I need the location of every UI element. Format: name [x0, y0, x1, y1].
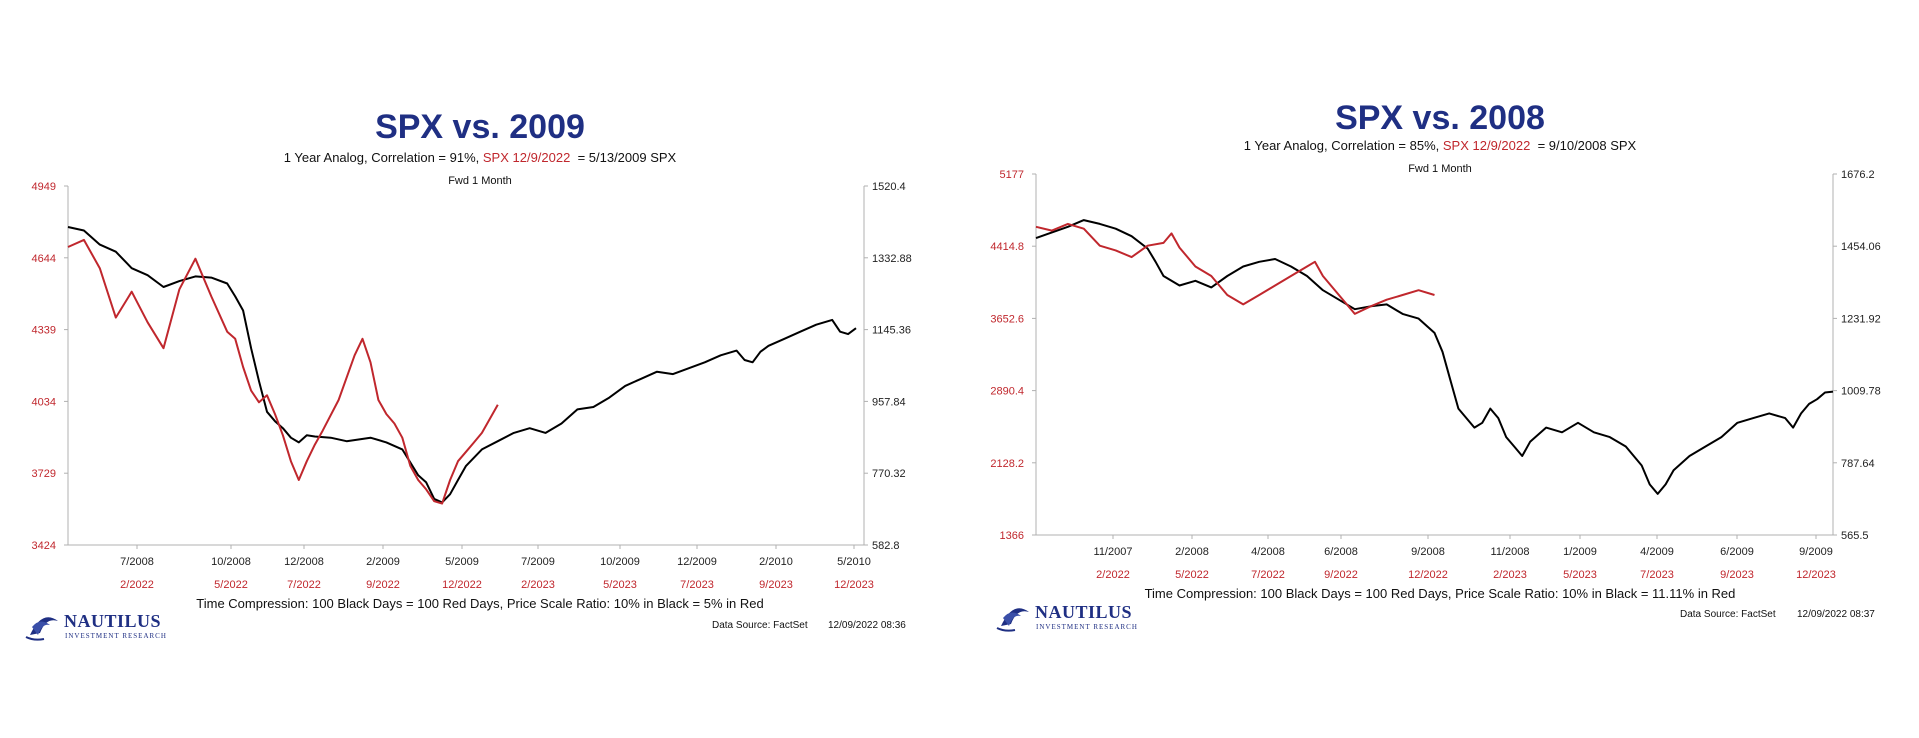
x-tick-label-black: 12/2008	[284, 556, 324, 568]
y-tick-label-right: 1231.92	[1841, 313, 1881, 325]
y-tick-label-right: 787.64	[1841, 458, 1875, 470]
x-tick-label-red: 9/2022	[366, 579, 400, 591]
nautilus-logo: NAUTILUS INVESTMENT RESEARCH	[993, 596, 1143, 636]
y-tick-label-left: 4949	[32, 181, 56, 193]
y-tick-label-right: 770.32	[872, 468, 906, 480]
x-tick-label-red: 2/2023	[521, 579, 555, 591]
x-tick-label-red: 5/2022	[1175, 569, 1209, 581]
x-tick-label-red: 12/2023	[1796, 569, 1836, 581]
x-tick-label-red: 7/2022	[1251, 569, 1285, 581]
y-tick-label-left: 3652.6	[990, 313, 1024, 325]
x-tick-label-black: 2/2008	[1175, 546, 1209, 558]
y-tick-label-left: 5177	[1000, 169, 1024, 181]
x-tick-label-black: 9/2009	[1799, 546, 1833, 558]
x-tick-label-red: 5/2022	[214, 579, 248, 591]
timestamp: 12/09/2022 08:36	[828, 620, 906, 631]
series-line-black	[67, 226, 857, 504]
x-tick-label-red: 7/2023	[1640, 569, 1674, 581]
chart-footer: Time Compression: 100 Black Days = 100 R…	[1144, 586, 1736, 601]
x-tick-label-red: 5/2023	[603, 579, 637, 591]
chart-subtitle: 1 Year Analog, Correlation = 91%, SPX 12…	[0, 150, 960, 165]
x-tick-label-black: 7/2008	[120, 556, 154, 568]
y-tick-label-left: 1366	[1000, 530, 1024, 542]
y-tick-label-right: 957.84	[872, 396, 906, 408]
x-tick-label-black: 11/2007	[1094, 546, 1133, 558]
y-tick-label-right: 1676.2	[1841, 169, 1875, 181]
y-tick-label-left: 4034	[32, 396, 56, 408]
chart-panel-spx-vs-2009: SPX vs. 2009 1 Year Analog, Correlation …	[0, 108, 960, 645]
series-line-red	[67, 238, 499, 505]
y-tick-label-right: 565.5	[1841, 530, 1869, 542]
nautilus-swirl-icon	[25, 617, 58, 641]
line-chart: 5177 1676.2 4414.8 1454.06 3652.6 1231.92 2890…	[990, 169, 1881, 581]
x-tick-label-black: 9/2008	[1411, 546, 1445, 558]
chart-subtitle: 1 Year Analog, Correlation = 85%, SPX 12…	[960, 138, 1919, 153]
x-tick-label-black: 6/2009	[1720, 546, 1754, 558]
x-tick-label-black: 7/2009	[521, 556, 555, 568]
subtitle-red: SPX 12/9/2022	[482, 150, 571, 165]
chart-title: SPX vs. 2008	[1335, 99, 1545, 137]
chart-footer: Time Compression: 100 Black Days = 100 R…	[196, 596, 764, 611]
subtitle-pre: 1 Year Analog, Correlation = 85%,	[1243, 138, 1443, 153]
fwd-label: Fwd 1 Month	[1408, 163, 1472, 175]
y-tick-label-left: 2890.4	[990, 386, 1024, 398]
x-tick-label-black: 5/2009	[445, 556, 479, 568]
x-tick-label-black: 5/2010	[837, 556, 871, 568]
y-tick-label-left: 4414.8	[990, 241, 1024, 253]
x-tick-label-black: 4/2008	[1251, 546, 1285, 558]
x-tick-label-red: 7/2022	[287, 579, 321, 591]
line-chart: 4949 1520.4 4644 1332.88 4339 1145.36 4034 957.…	[32, 181, 912, 591]
x-tick-label-red: 12/2022	[442, 579, 482, 591]
subtitle-pre: 1 Year Analog, Correlation = 91%,	[283, 150, 483, 165]
x-tick-label-red: 9/2023	[1720, 569, 1754, 581]
nautilus-logo: NAUTILUS INVESTMENT RESEARCH	[22, 605, 172, 645]
chart-title: SPX vs. 2009	[375, 108, 585, 146]
subtitle-post: = 5/13/2009 SPX	[570, 150, 677, 165]
x-tick-label-black: 4/2009	[1640, 546, 1674, 558]
series-line-red	[1035, 222, 1435, 315]
x-tick-label-black: 12/2009	[677, 556, 717, 568]
x-tick-label-red: 7/2023	[680, 579, 714, 591]
x-tick-label-red: 12/2023	[834, 579, 874, 591]
y-tick-label-left: 4644	[32, 253, 56, 265]
x-tick-label-black: 11/2008	[1491, 546, 1530, 558]
x-tick-label-red: 12/2022	[1408, 569, 1448, 581]
x-tick-label-red: 2/2022	[1096, 569, 1130, 581]
x-tick-label-red: 5/2023	[1563, 569, 1597, 581]
y-tick-label-left: 2128.2	[990, 458, 1024, 470]
y-tick-label-right: 1520.4	[872, 181, 906, 193]
y-tick-label-right: 1332.88	[872, 253, 912, 265]
x-tick-label-black: 6/2008	[1324, 546, 1358, 558]
fwd-label: Fwd 1 Month	[448, 175, 512, 187]
data-source: Data Source: FactSet	[1680, 609, 1776, 620]
x-tick-label-black: 2/2009	[366, 556, 400, 568]
y-tick-label-left: 3729	[32, 468, 56, 480]
x-tick-label-red: 9/2022	[1324, 569, 1358, 581]
x-tick-label-red: 2/2023	[1493, 569, 1527, 581]
subtitle-post: = 9/10/2008 SPX	[1530, 138, 1637, 153]
y-tick-label-left: 4339	[32, 325, 56, 337]
chart-panel-spx-vs-2008: SPX vs. 2008 1 Year Analog, Correlation …	[960, 0, 1919, 738]
y-tick-label-right: 1454.06	[1841, 241, 1881, 253]
x-tick-label-black: 10/2009	[600, 556, 640, 568]
x-tick-label-red: 2/2022	[120, 579, 154, 591]
subtitle-red: SPX 12/9/2022	[1442, 138, 1531, 153]
y-tick-label-right: 582.8	[872, 540, 900, 552]
nautilus-swirl-icon	[996, 608, 1029, 632]
x-tick-label-black: 2/2010	[759, 556, 793, 568]
x-tick-label-black: 1/2009	[1563, 546, 1597, 558]
x-tick-label-black: 10/2008	[211, 556, 251, 568]
y-tick-label-right: 1009.78	[1841, 386, 1881, 398]
timestamp: 12/09/2022 08:37	[1797, 609, 1875, 620]
y-tick-label-right: 1145.36	[872, 325, 911, 337]
x-tick-label-red: 9/2023	[759, 579, 793, 591]
series-line-black	[1035, 219, 1834, 495]
data-source: Data Source: FactSet	[712, 620, 808, 631]
y-tick-label-left: 3424	[32, 540, 56, 552]
